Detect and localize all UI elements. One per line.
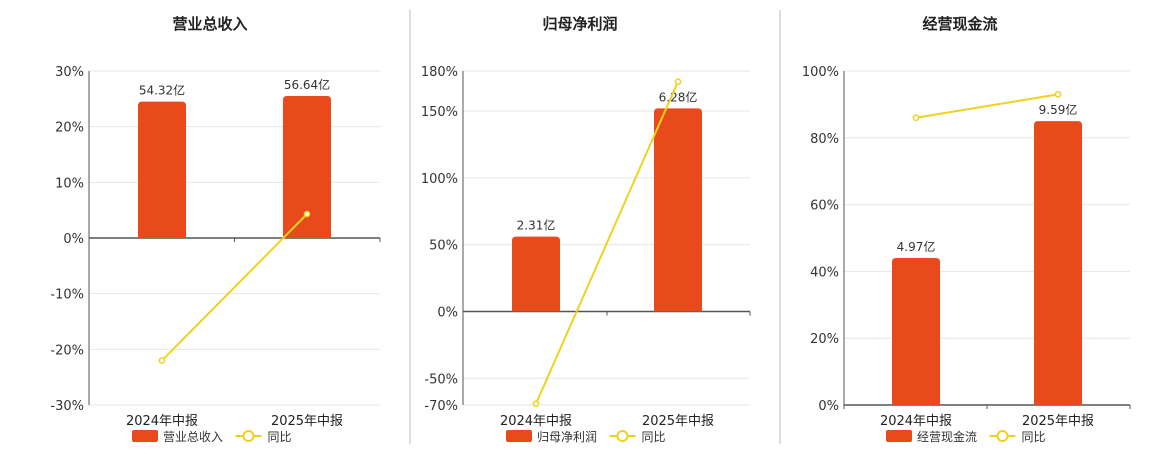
y-tick-label: 180% bbox=[421, 65, 458, 80]
yoy-point bbox=[532, 400, 540, 408]
legend-swatch-marker bbox=[996, 430, 1009, 442]
legend-label: 同比 bbox=[1022, 430, 1046, 444]
legend-swatch-bar bbox=[506, 430, 532, 442]
bar bbox=[512, 236, 560, 312]
y-tick-label: 10% bbox=[55, 176, 84, 191]
legend-label: 归母净利润 bbox=[537, 430, 597, 444]
x-category-label: 2025年中报 bbox=[1022, 414, 1094, 429]
legend-swatch-bar bbox=[132, 430, 158, 442]
chart-title: 归母净利润 bbox=[542, 15, 617, 33]
legend-swatch-bar bbox=[886, 430, 912, 442]
y-tick-label: 20% bbox=[55, 121, 84, 136]
bar bbox=[654, 108, 702, 312]
y-tick-label: -30% bbox=[50, 399, 84, 414]
legend-label: 同比 bbox=[642, 430, 666, 444]
yoy-line bbox=[915, 93, 1059, 119]
y-tick-label: 100% bbox=[421, 172, 458, 187]
yoy-line bbox=[161, 213, 308, 362]
y-tick-label: 0% bbox=[63, 232, 84, 247]
y-tick-label: 0% bbox=[818, 399, 839, 414]
legend-label: 经营现金流 bbox=[917, 429, 977, 444]
y-tick-label: 20% bbox=[810, 332, 839, 347]
y-tick-label: 0% bbox=[437, 305, 458, 320]
bar-data-label: 2.31亿 bbox=[517, 218, 556, 233]
x-category-label: 2025年中报 bbox=[271, 414, 343, 429]
bar-data-label: 9.59亿 bbox=[1039, 102, 1078, 117]
y-tick-label: 150% bbox=[421, 105, 458, 120]
x-category-label: 2024年中报 bbox=[880, 414, 952, 429]
y-tick-label: 30% bbox=[55, 65, 84, 80]
legend-label: 同比 bbox=[268, 430, 292, 444]
legend-swatch-marker bbox=[242, 430, 255, 442]
yoy-point bbox=[1054, 91, 1062, 98]
y-tick-label: 50% bbox=[429, 239, 458, 254]
bar-data-label: 56.64亿 bbox=[284, 77, 330, 92]
yoy-line bbox=[535, 81, 679, 405]
bar bbox=[1034, 121, 1082, 405]
y-tick-label: 80% bbox=[810, 132, 839, 147]
y-tick-label: -50% bbox=[424, 372, 458, 387]
bar-data-label: 4.97亿 bbox=[897, 239, 936, 254]
y-tick-label: -70% bbox=[424, 399, 458, 414]
x-category-label: 2025年中报 bbox=[642, 414, 714, 429]
bar bbox=[138, 101, 186, 238]
y-tick-label: -20% bbox=[50, 343, 84, 358]
chart-title: 营业总收入 bbox=[172, 15, 247, 33]
bar-data-label: 6.28亿 bbox=[659, 89, 698, 104]
yoy-point bbox=[912, 114, 920, 122]
x-category-label: 2024年中报 bbox=[126, 414, 198, 429]
chart-title: 经营现金流 bbox=[922, 15, 997, 33]
yoy-point bbox=[158, 357, 166, 364]
y-tick-label: -10% bbox=[50, 288, 84, 303]
y-tick-label: 60% bbox=[810, 199, 839, 214]
legend-swatch-marker bbox=[616, 430, 629, 442]
bar-data-label: 54.32亿 bbox=[139, 83, 185, 98]
yoy-point bbox=[303, 210, 311, 218]
bar bbox=[283, 96, 331, 238]
bar bbox=[892, 258, 940, 405]
legend-label: 营业总收入 bbox=[163, 430, 223, 444]
y-tick-label: 40% bbox=[810, 265, 839, 280]
yoy-point bbox=[674, 78, 682, 86]
y-tick-label: 100% bbox=[802, 65, 839, 80]
x-category-label: 2024年中报 bbox=[500, 414, 572, 429]
